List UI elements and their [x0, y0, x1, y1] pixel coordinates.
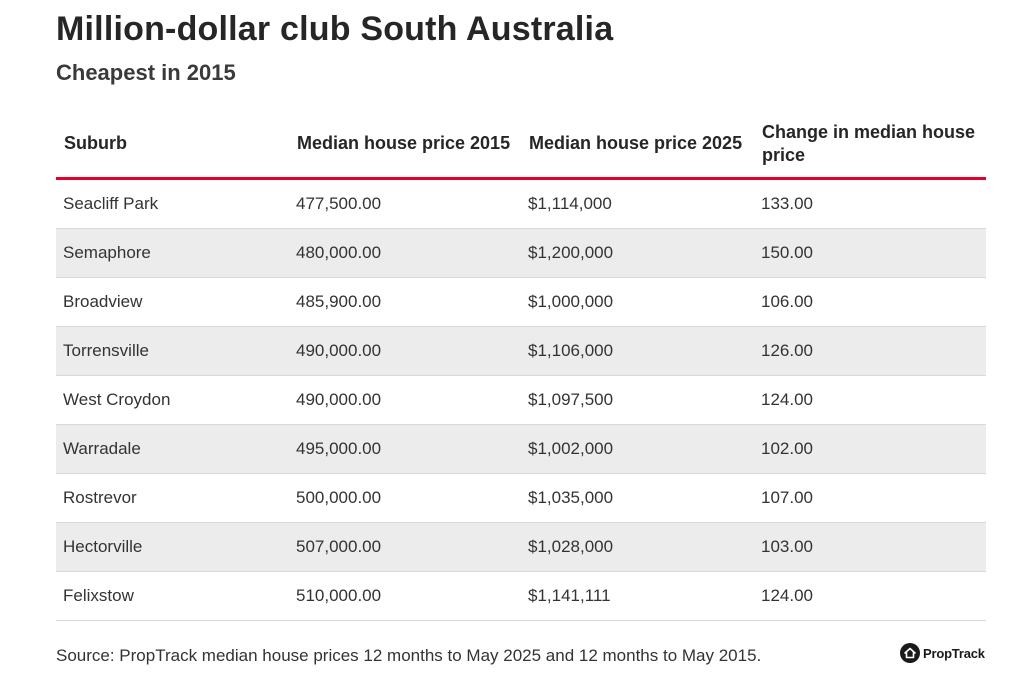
cell-price-2025: $1,028,000: [521, 522, 754, 572]
cell-price-2025: $1,106,000: [521, 326, 754, 376]
cell-suburb: Warradale: [56, 424, 289, 474]
cell-price-2025: $1,002,000: [521, 424, 754, 474]
cell-change: 106.00: [754, 277, 986, 327]
cell-price-2015: 490,000.00: [289, 375, 521, 425]
page-subtitle: Cheapest in 2015: [56, 60, 236, 85]
cell-change: 126.00: [754, 326, 986, 376]
table-row: West Croydon 490,000.00 $1,097,500 124.0…: [56, 375, 986, 425]
data-table: Suburb Median house price 2015 Median ho…: [56, 110, 986, 621]
cell-change: 107.00: [754, 473, 986, 523]
table-row: Torrensville 490,000.00 $1,106,000 126.0…: [56, 326, 986, 376]
cell-change: 124.00: [754, 375, 986, 425]
page-title: Million-dollar club South Australia: [56, 10, 614, 48]
table-row: Broadview 485,900.00 $1,000,000 106.00: [56, 277, 986, 327]
cell-price-2025: $1,114,000: [521, 178, 754, 229]
table-row: Warradale 495,000.00 $1,002,000 102.00: [56, 424, 986, 474]
cell-price-2015: 495,000.00: [289, 424, 521, 474]
cell-change: 103.00: [754, 522, 986, 572]
cell-suburb: Seacliff Park: [56, 178, 289, 229]
column-header-change: Change in median house price: [754, 110, 986, 180]
column-header-suburb: Suburb: [56, 110, 289, 180]
cell-change: 133.00: [754, 178, 986, 229]
cell-price-2015: 500,000.00: [289, 473, 521, 523]
column-header-price-2025: Median house price 2025: [521, 110, 754, 180]
table-row: Hectorville 507,000.00 $1,028,000 103.00: [56, 522, 986, 572]
cell-price-2025: $1,141,111: [521, 571, 754, 621]
cell-price-2025: $1,035,000: [521, 473, 754, 523]
logo-text: PropTrack: [923, 645, 985, 661]
table-header-row: Suburb Median house price 2015 Median ho…: [56, 110, 986, 180]
table-row: Semaphore 480,000.00 $1,200,000 150.00: [56, 228, 986, 278]
column-header-price-2015: Median house price 2015: [289, 110, 521, 180]
table-row: Seacliff Park 477,500.00 $1,114,000 133.…: [56, 178, 986, 229]
table-row: Felixstow 510,000.00 $1,141,111 124.00: [56, 571, 986, 621]
cell-change: 124.00: [754, 571, 986, 621]
proptrack-logo: PropTrack: [900, 643, 985, 663]
cell-price-2015: 477,500.00: [289, 178, 521, 229]
cell-suburb: Semaphore: [56, 228, 289, 278]
cell-price-2015: 490,000.00: [289, 326, 521, 376]
cell-price-2015: 480,000.00: [289, 228, 521, 278]
cell-suburb: West Croydon: [56, 375, 289, 425]
cell-suburb: Broadview: [56, 277, 289, 327]
cell-price-2015: 510,000.00: [289, 571, 521, 621]
cell-suburb: Torrensville: [56, 326, 289, 376]
table-row: Rostrevor 500,000.00 $1,035,000 107.00: [56, 473, 986, 523]
cell-price-2025: $1,200,000: [521, 228, 754, 278]
cell-suburb: Felixstow: [56, 571, 289, 621]
cell-price-2015: 485,900.00: [289, 277, 521, 327]
cell-change: 150.00: [754, 228, 986, 278]
cell-suburb: Hectorville: [56, 522, 289, 572]
cell-change: 102.00: [754, 424, 986, 474]
house-icon: [900, 643, 920, 663]
cell-price-2015: 507,000.00: [289, 522, 521, 572]
cell-price-2025: $1,000,000: [521, 277, 754, 327]
cell-suburb: Rostrevor: [56, 473, 289, 523]
cell-price-2025: $1,097,500: [521, 375, 754, 425]
source-note: Source: PropTrack median house prices 12…: [56, 646, 762, 665]
